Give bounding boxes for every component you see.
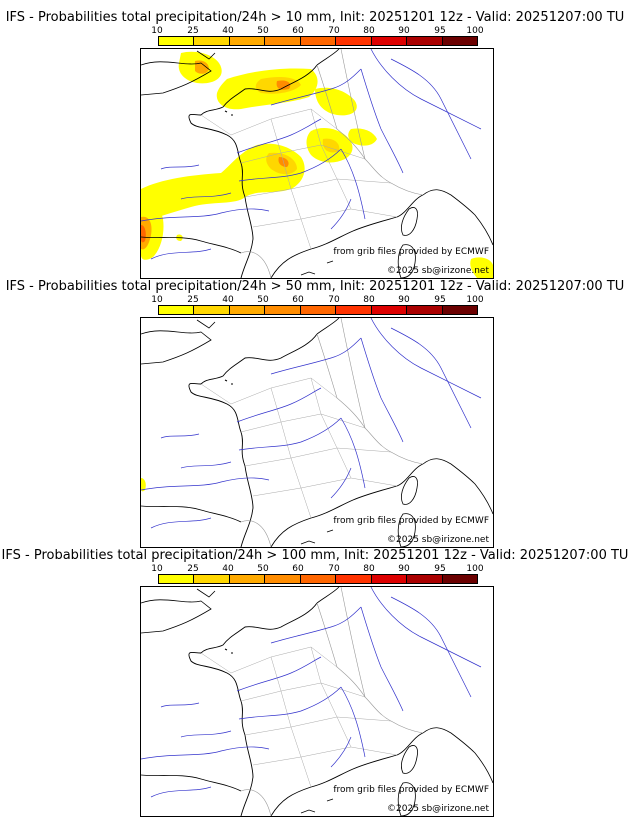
scale-segment: [371, 306, 408, 314]
color-scale: [158, 305, 478, 315]
scale-segment: [229, 575, 266, 583]
scale-label: 70: [328, 564, 340, 574]
panel-10mm: IFS - Probabilities total precipitation/…: [0, 10, 630, 279]
scale-segment: [442, 575, 477, 583]
scale-label: 40: [222, 295, 234, 305]
scale-label: 70: [328, 295, 340, 305]
source-credit: from grib files provided by ECMWF: [333, 516, 489, 526]
scale-labels: 10 25 40 50 60 70 80 90 95 100: [151, 295, 483, 305]
scale-segment: [265, 575, 301, 583]
scale-label: 90: [398, 564, 410, 574]
scale-segment: [371, 37, 408, 45]
panel-100mm: IFS - Probabilities total precipitation/…: [0, 548, 630, 817]
scale-label: 25: [187, 26, 199, 36]
scale-label: 95: [434, 26, 446, 36]
scale-segment: [442, 37, 477, 45]
scale-label: 50: [257, 26, 269, 36]
scale-segment: [407, 37, 443, 45]
scale-label: 95: [434, 295, 446, 305]
scale-label: 40: [222, 26, 234, 36]
scale-segment: [336, 575, 372, 583]
scale-segment: [336, 306, 372, 314]
precip-map: from grib files provided by ECMWF ©2025 …: [140, 317, 494, 548]
scale-label: 50: [257, 295, 269, 305]
scale-label: 60: [292, 26, 304, 36]
scale-label: 25: [187, 564, 199, 574]
scale-label: 25: [187, 295, 199, 305]
scale-segment: [300, 575, 337, 583]
scale-segment: [159, 306, 195, 314]
scale-segment: [265, 306, 301, 314]
scale-label: 60: [292, 295, 304, 305]
scale-segment: [407, 306, 443, 314]
scale-labels: 10 25 40 50 60 70 80 90 95 100: [151, 564, 483, 574]
scale-segment: [442, 306, 477, 314]
precip-map: from grib files provided by ECMWF ©2025 …: [140, 48, 494, 279]
scale-label: 100: [466, 295, 484, 305]
panel-title: IFS - Probabilities total precipitation/…: [5, 10, 625, 25]
color-scale: [158, 574, 478, 584]
panel-50mm: IFS - Probabilities total precipitation/…: [0, 279, 630, 548]
scale-label: 60: [292, 564, 304, 574]
scale-label: 10: [151, 295, 163, 305]
precip-shading: [141, 51, 493, 278]
scale-segment: [229, 37, 266, 45]
scale-segment: [194, 575, 230, 583]
scale-segment: [229, 306, 266, 314]
scale-segment: [159, 37, 195, 45]
scale-segment: [407, 575, 443, 583]
precip-map: from grib files provided by ECMWF ©2025 …: [140, 586, 494, 817]
scale-segment: [159, 575, 195, 583]
scale-label: 80: [363, 26, 375, 36]
copyright-credit: ©2025 sb@irizone.net: [387, 535, 489, 545]
panel-title: IFS - Probabilities total precipitation/…: [1, 548, 629, 563]
color-scale: [158, 36, 478, 46]
scale-label: 90: [398, 26, 410, 36]
source-credit: from grib files provided by ECMWF: [333, 247, 489, 257]
scale-label: 80: [363, 564, 375, 574]
scale-label: 95: [434, 564, 446, 574]
scale-label: 50: [257, 564, 269, 574]
scale-label: 80: [363, 295, 375, 305]
scale-segment: [371, 575, 408, 583]
precip-shading: [141, 478, 146, 492]
scale-segment: [336, 37, 372, 45]
scale-label: 10: [151, 564, 163, 574]
source-credit: from grib files provided by ECMWF: [333, 785, 489, 795]
scale-label: 100: [466, 564, 484, 574]
scale-segment: [194, 37, 230, 45]
scale-segment: [194, 306, 230, 314]
scale-segment: [265, 37, 301, 45]
scale-label: 100: [466, 26, 484, 36]
scale-label: 10: [151, 26, 163, 36]
copyright-credit: ©2025 sb@irizone.net: [387, 804, 489, 814]
scale-labels: 10 25 40 50 60 70 80 90 95 100: [151, 26, 483, 36]
scale-label: 70: [328, 26, 340, 36]
panel-title: IFS - Probabilities total precipitation/…: [5, 279, 625, 294]
scale-label: 40: [222, 564, 234, 574]
scale-segment: [300, 37, 337, 45]
scale-label: 90: [398, 295, 410, 305]
scale-segment: [300, 306, 337, 314]
copyright-credit: ©2025 sb@irizone.net: [387, 266, 489, 276]
